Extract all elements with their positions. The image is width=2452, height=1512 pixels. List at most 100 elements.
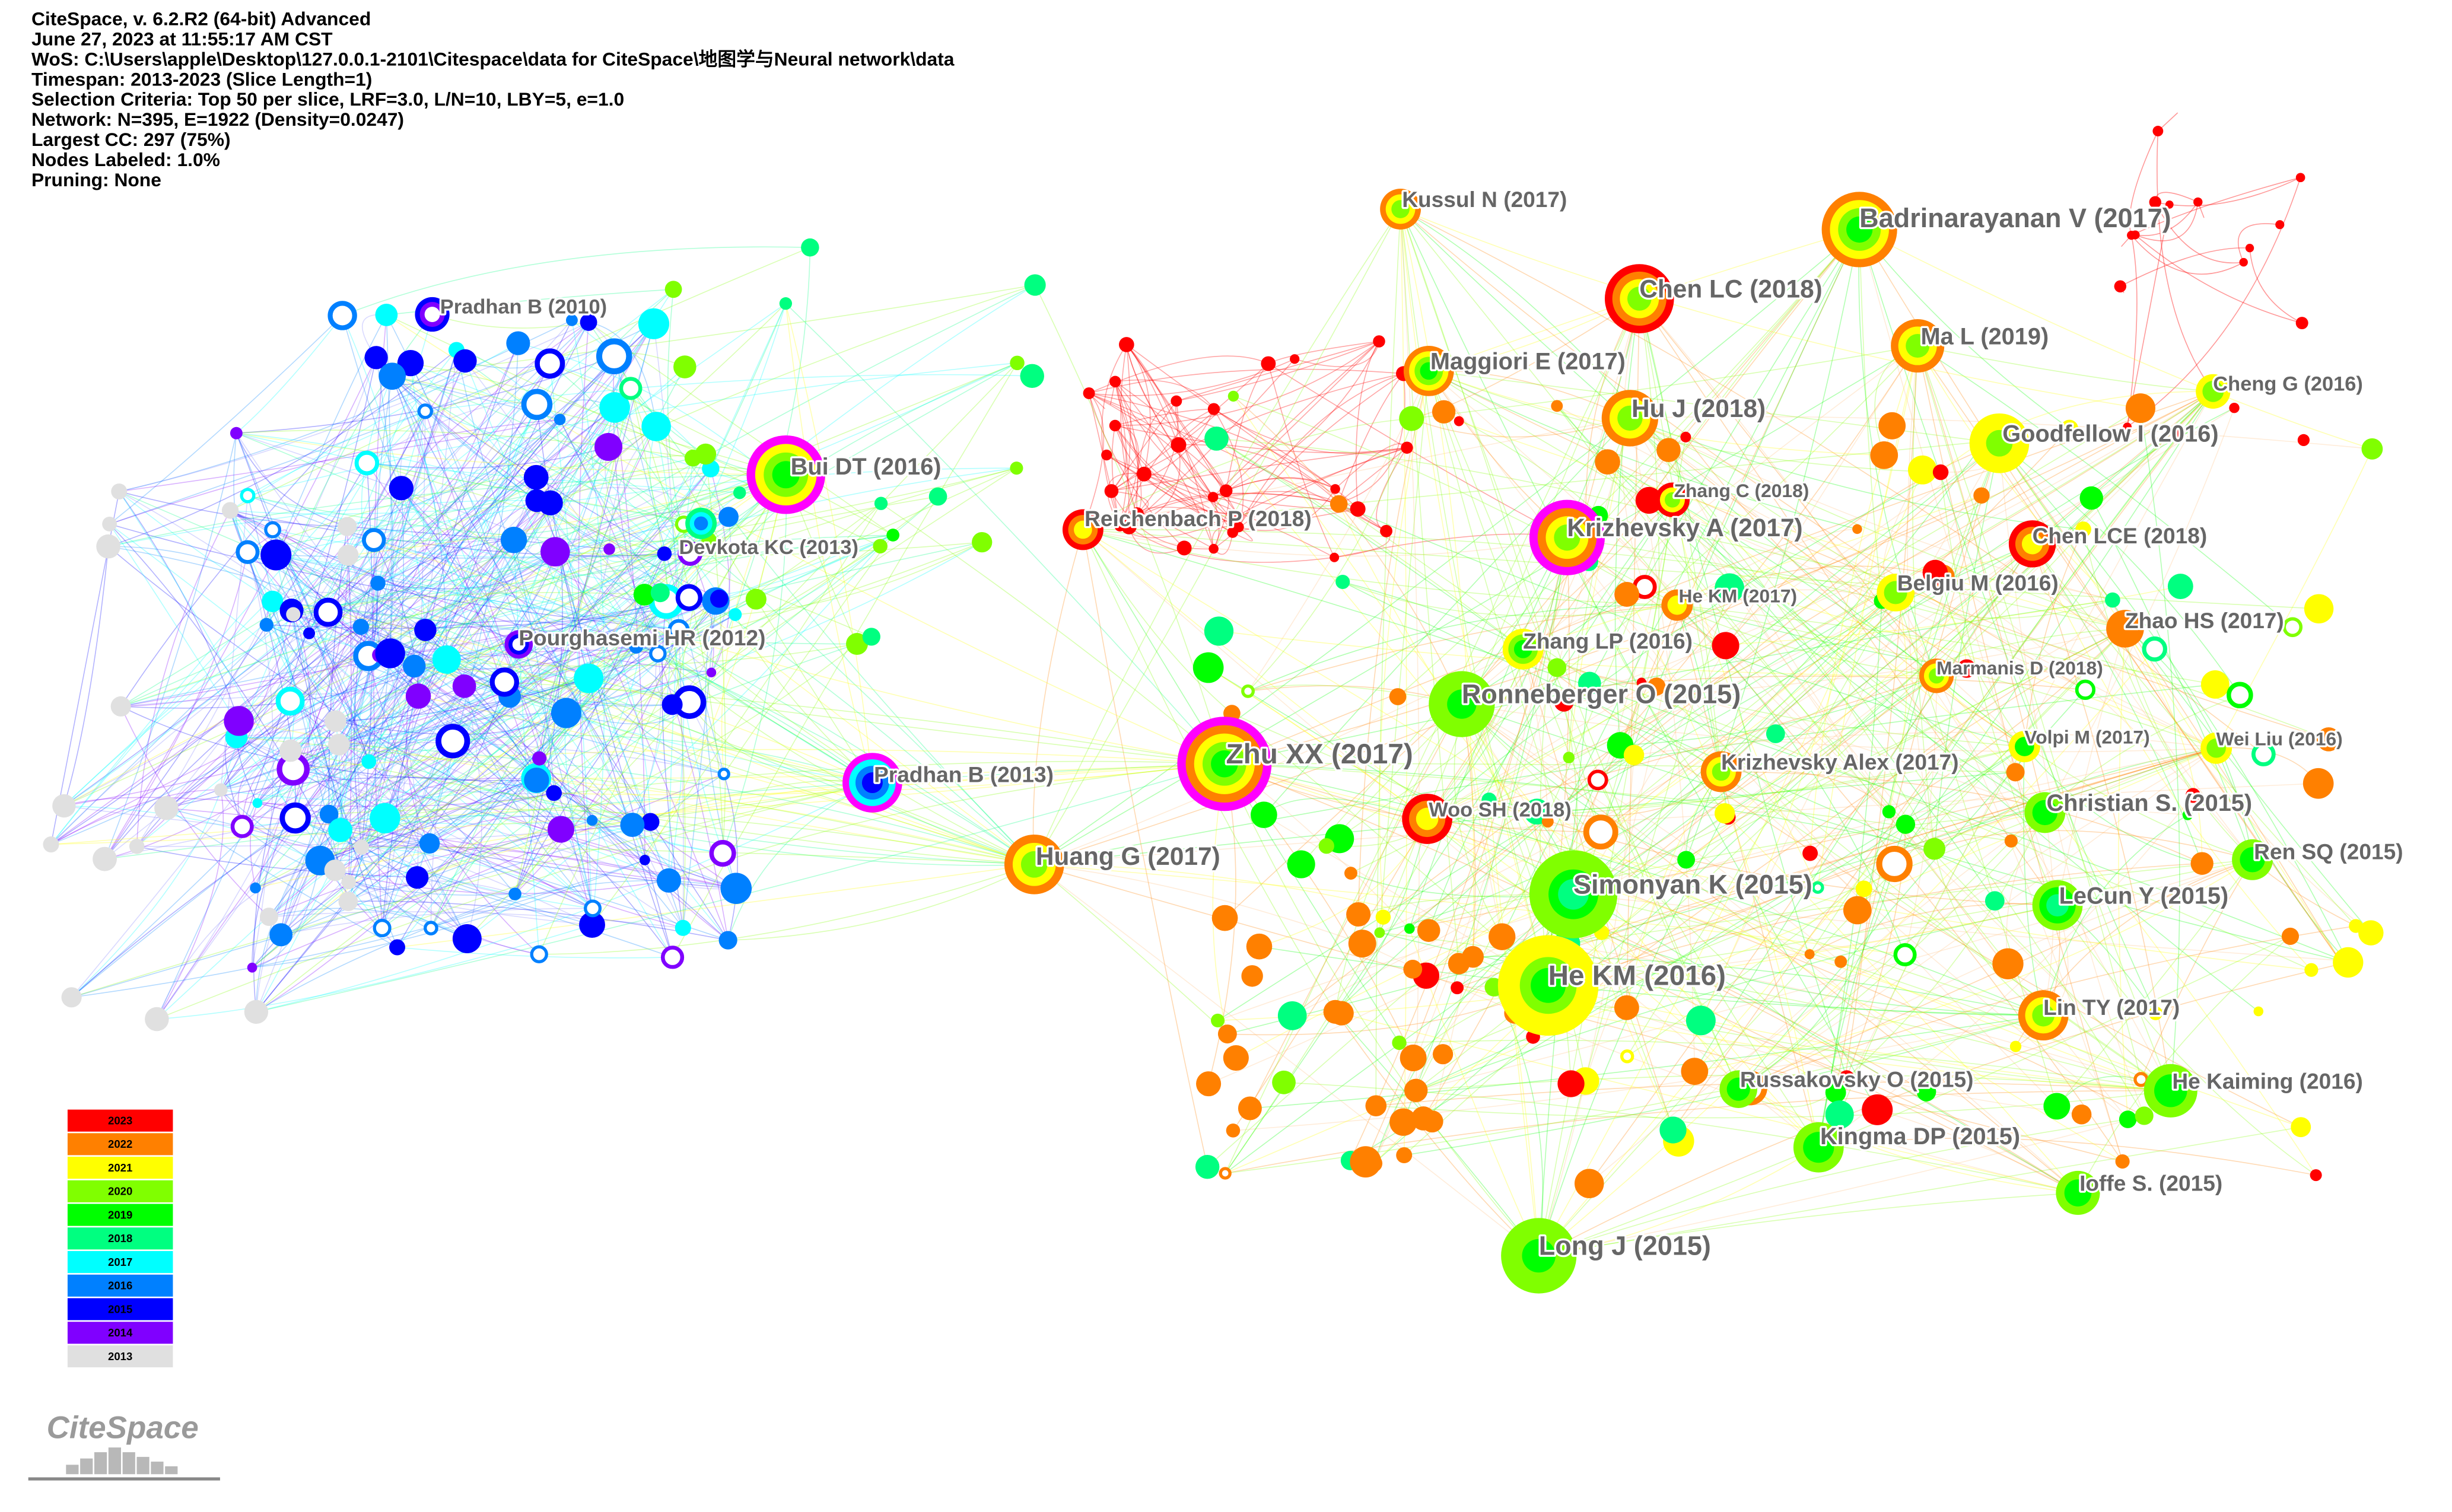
node xyxy=(111,483,128,500)
legend-swatch xyxy=(67,1345,173,1368)
edge xyxy=(241,357,377,827)
edge xyxy=(247,453,706,553)
edge xyxy=(104,433,237,860)
edge xyxy=(1538,1192,2078,1256)
edge xyxy=(1818,1138,2316,1176)
edge xyxy=(1083,529,2319,610)
edge xyxy=(220,614,294,791)
node-label: Chen LC (2018) xyxy=(1639,275,1822,303)
edge xyxy=(1942,576,2025,747)
edge xyxy=(367,462,791,496)
edge xyxy=(1907,345,1935,849)
edge xyxy=(1126,344,1151,475)
node xyxy=(706,667,717,677)
edge xyxy=(1400,209,1549,986)
edge xyxy=(1114,425,1239,528)
edge xyxy=(1721,771,2203,864)
edge xyxy=(252,677,589,968)
node xyxy=(523,464,549,490)
edge xyxy=(613,356,873,783)
edge xyxy=(1523,585,2181,650)
edge xyxy=(272,601,593,909)
node xyxy=(214,783,228,797)
legend-year: 2023 xyxy=(108,1114,132,1126)
edge xyxy=(335,870,669,895)
edge xyxy=(1649,499,2216,749)
edge xyxy=(1672,499,1818,888)
nodes xyxy=(43,126,2384,1294)
node xyxy=(2004,834,2018,848)
edge xyxy=(1224,763,1540,1256)
edge xyxy=(1294,341,1380,367)
node-ring xyxy=(1416,807,1439,830)
edge xyxy=(1342,581,1677,617)
edge xyxy=(1033,864,1540,1256)
node xyxy=(709,840,736,867)
edge xyxy=(119,491,348,527)
edge xyxy=(1233,1014,2044,1131)
edge xyxy=(1685,675,1937,861)
edge xyxy=(379,426,657,655)
edge xyxy=(374,539,659,654)
edge xyxy=(1494,859,2253,988)
logo: CiteSpace xyxy=(28,1410,220,1481)
edge xyxy=(320,779,537,862)
edge xyxy=(2056,859,2253,1107)
node xyxy=(327,301,357,330)
edge xyxy=(367,462,872,638)
node xyxy=(1211,1013,1225,1027)
edge xyxy=(657,653,873,784)
edge xyxy=(280,829,341,935)
edge xyxy=(1936,675,2317,1176)
edge xyxy=(1461,704,2078,1193)
node xyxy=(1843,896,1872,925)
node xyxy=(2245,244,2254,253)
edge xyxy=(1999,443,2371,934)
node xyxy=(2115,1154,2130,1169)
node xyxy=(240,488,256,504)
node xyxy=(489,667,519,697)
edge xyxy=(368,362,1017,762)
node xyxy=(1251,801,1277,829)
node-label: Pradhan B (2013) xyxy=(874,762,1054,787)
edge xyxy=(236,315,343,434)
edge xyxy=(1570,628,2126,921)
edge xyxy=(689,553,714,673)
node-label: He KM (2016) xyxy=(1548,960,1726,992)
edge xyxy=(1376,1081,2171,1106)
edge xyxy=(120,362,411,707)
node xyxy=(269,923,293,947)
edge xyxy=(1088,393,1121,526)
edge xyxy=(361,846,539,955)
edge xyxy=(1224,763,2311,971)
node xyxy=(417,403,433,419)
edge xyxy=(1917,345,2113,601)
edge xyxy=(1626,594,1820,1148)
node xyxy=(2227,682,2253,709)
edge xyxy=(1489,800,2058,906)
edge xyxy=(269,911,683,929)
edge xyxy=(268,686,465,918)
edge xyxy=(1128,491,1339,527)
edge xyxy=(1620,675,1937,746)
node xyxy=(1083,387,1095,399)
edge xyxy=(650,773,724,823)
node xyxy=(224,706,254,736)
edge xyxy=(276,553,691,559)
edge xyxy=(1416,1074,2171,1091)
edge xyxy=(120,362,1017,707)
edge xyxy=(339,742,724,775)
edge xyxy=(588,678,724,775)
node-label: He Kaiming (2016) xyxy=(2172,1068,2362,1093)
edge xyxy=(272,388,631,602)
edge xyxy=(256,467,1017,1013)
edge xyxy=(2125,628,2371,934)
node xyxy=(579,912,605,938)
edge xyxy=(605,447,665,555)
edge xyxy=(292,555,349,770)
edge xyxy=(269,824,632,918)
node xyxy=(678,541,703,566)
node xyxy=(1404,1078,1428,1103)
node xyxy=(695,443,717,465)
edge xyxy=(335,349,457,722)
